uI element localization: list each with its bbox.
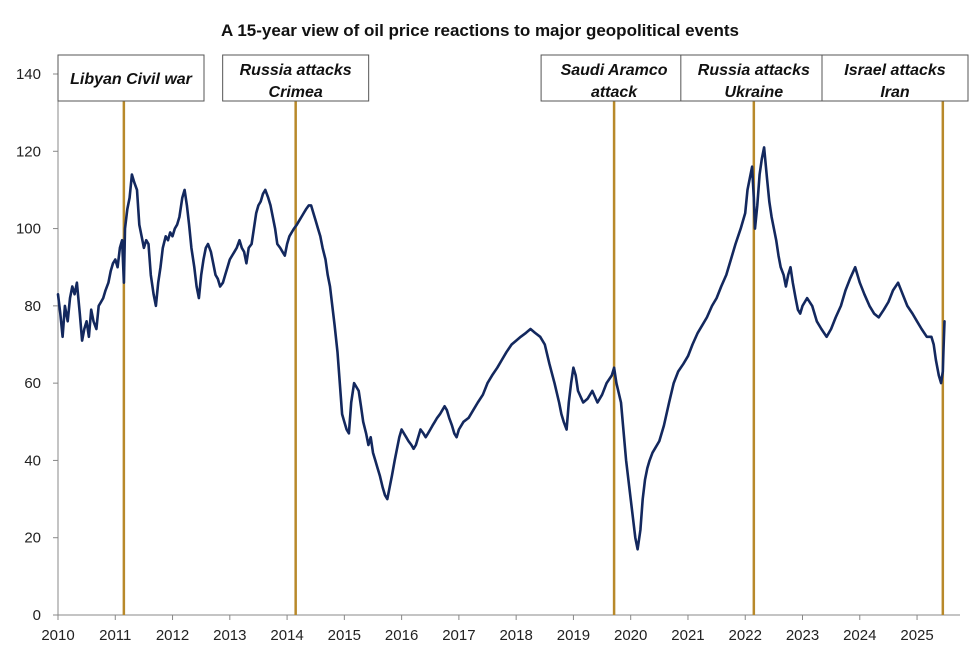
event-annotation: Israel attacks Iran (821, 54, 969, 102)
event-label: Russia attacks (698, 62, 810, 79)
event-box (540, 54, 688, 102)
event-lines (122, 101, 945, 615)
event-annotation: Saudi Aramco attack (540, 54, 688, 102)
y-tick-label: 20 (24, 530, 41, 547)
x-tick-label: 2025 (900, 627, 933, 644)
x-tick-label: 2014 (270, 627, 303, 644)
event-annotation: Libyan Civil war (57, 54, 205, 102)
event-annotation: Russia attacks Crimea (222, 54, 370, 102)
event-box (821, 54, 969, 102)
event-annotation: Russia attacks Ukraine (680, 54, 828, 102)
y-tick-label: 40 (24, 452, 41, 469)
x-tick-label: 2017 (442, 627, 475, 644)
event-label: Ukraine (724, 84, 783, 101)
x-tick-label: 2022 (729, 627, 762, 644)
event-label: Russia attacks (240, 62, 352, 79)
x-tick-label: 2010 (41, 627, 74, 644)
y-tick-label: 100 (16, 221, 41, 238)
event-label: Crimea (269, 84, 323, 101)
y-tick-label: 0 (33, 607, 41, 624)
event-annotations: Libyan Civil war Russia attacks Crimea Saud… (57, 54, 969, 102)
x-tick-label: 2024 (843, 627, 876, 644)
y-tick-label: 140 (16, 66, 41, 83)
x-tick-label: 2012 (156, 627, 189, 644)
event-label: Saudi Aramco (561, 62, 668, 79)
event-label: Israel attacks (844, 62, 946, 79)
y-tick-label: 60 (24, 375, 41, 392)
event-label: attack (591, 84, 638, 101)
event-label: Iran (880, 84, 910, 101)
x-tick-label: 2013 (213, 627, 246, 644)
axes: 0 20 40 60 80 100 120 140 2010 2011 2012 2013 2014 20… (16, 66, 960, 644)
event-label: Libyan Civil war (70, 71, 193, 88)
y-tick-label: 80 (24, 298, 41, 315)
x-tick-label: 2018 (499, 627, 532, 644)
chart-title: A 15-year view of oil price reactions to… (221, 21, 739, 40)
price-line (56, 146, 946, 551)
series-layer (56, 146, 946, 551)
x-tick-label: 2021 (671, 627, 704, 644)
x-tick-label: 2016 (385, 627, 418, 644)
x-tick-label: 2023 (786, 627, 819, 644)
x-tick-label: 2019 (557, 627, 590, 644)
x-tick-label: 2015 (328, 627, 361, 644)
y-tick-label: 120 (16, 143, 41, 160)
event-box (57, 54, 205, 102)
x-tick-label: 2011 (99, 627, 131, 644)
x-tick-label: 2020 (614, 627, 647, 644)
event-box (222, 54, 370, 102)
